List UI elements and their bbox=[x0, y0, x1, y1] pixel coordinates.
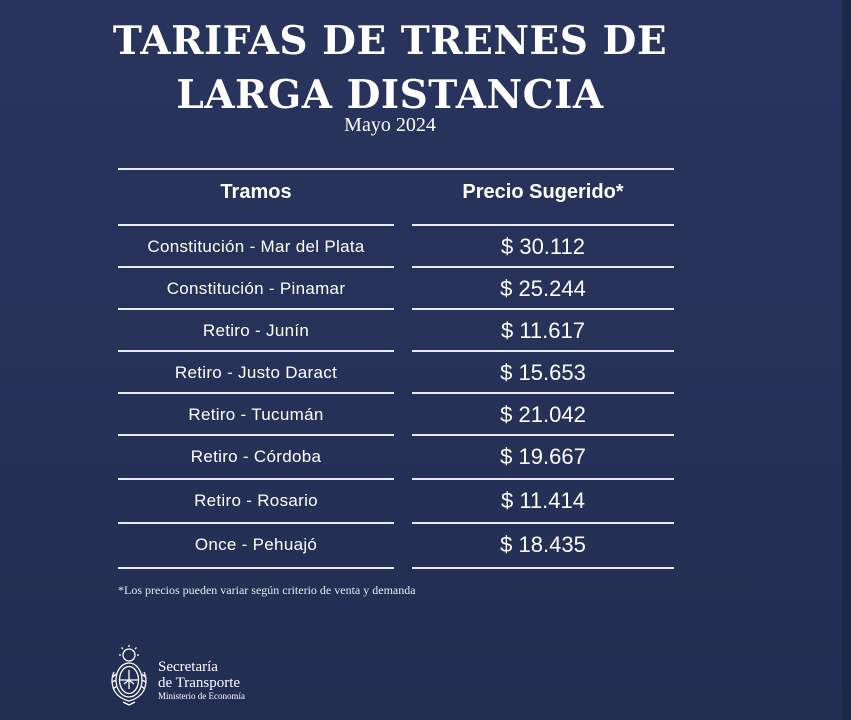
table-bottom-rule-right bbox=[412, 567, 674, 569]
price-cell: $ 25.244 bbox=[412, 266, 674, 309]
title-line-1: TARIFAS DE TRENES DE bbox=[112, 18, 668, 64]
price-cell: $ 30.112 bbox=[412, 224, 674, 267]
price-cell: $ 15.653 bbox=[412, 350, 674, 393]
table-row: Retiro - Rosario $ 11.414 bbox=[0, 478, 851, 520]
coat-of-arms-icon bbox=[108, 644, 150, 706]
table-row: Retiro - Tucumán $ 21.042 bbox=[0, 392, 851, 434]
table-row: Retiro - Justo Daract $ 15.653 bbox=[0, 350, 851, 392]
right-edge-strip bbox=[842, 0, 851, 720]
route-cell: Retiro - Junín bbox=[118, 308, 394, 351]
table-row: Retiro - Córdoba $ 19.667 bbox=[0, 434, 851, 476]
price-cell: $ 18.435 bbox=[412, 522, 674, 565]
route-cell: Retiro - Justo Daract bbox=[118, 350, 394, 393]
price-cell: $ 11.414 bbox=[412, 478, 674, 521]
table-row: Constitución - Pinamar $ 25.244 bbox=[0, 266, 851, 308]
page-subtitle: Mayo 2024 bbox=[344, 114, 436, 136]
column-header-tramos: Tramos bbox=[220, 181, 292, 203]
column-header-precio: Precio Sugerido* bbox=[462, 181, 624, 203]
route-cell: Constitución - Mar del Plata bbox=[118, 224, 394, 267]
ministry-brand: Secretaría de Transporte Ministerio de E… bbox=[158, 659, 245, 702]
route-cell: Retiro - Córdoba bbox=[118, 434, 394, 477]
table-row: Constitución - Mar del Plata $ 30.112 bbox=[0, 224, 851, 266]
table-row: Once - Pehuajó $ 18.435 bbox=[0, 522, 851, 564]
table-top-rule bbox=[118, 168, 674, 170]
route-cell: Constitución - Pinamar bbox=[118, 266, 394, 309]
title-line-2: LARGA DISTANCIA bbox=[176, 72, 604, 118]
price-cell: $ 21.042 bbox=[412, 392, 674, 435]
price-cell: $ 11.617 bbox=[412, 308, 674, 351]
brand-line-1: Secretaría bbox=[158, 659, 218, 675]
route-cell: Once - Pehuajó bbox=[118, 522, 394, 565]
brand-line-3: Ministerio de Economía bbox=[158, 691, 245, 701]
table-row: Retiro - Junín $ 11.617 bbox=[0, 308, 851, 350]
footnote: *Los precios pueden variar según criteri… bbox=[118, 583, 416, 597]
page-title: TARIFAS DE TRENES DE LARGA DISTANCIA bbox=[90, 14, 690, 122]
price-cell: $ 19.667 bbox=[412, 434, 674, 477]
table-bottom-rule-left bbox=[118, 567, 394, 569]
brand-line-2: de Transporte bbox=[158, 675, 241, 691]
route-cell: Retiro - Tucumán bbox=[118, 392, 394, 435]
route-cell: Retiro - Rosario bbox=[118, 478, 394, 521]
